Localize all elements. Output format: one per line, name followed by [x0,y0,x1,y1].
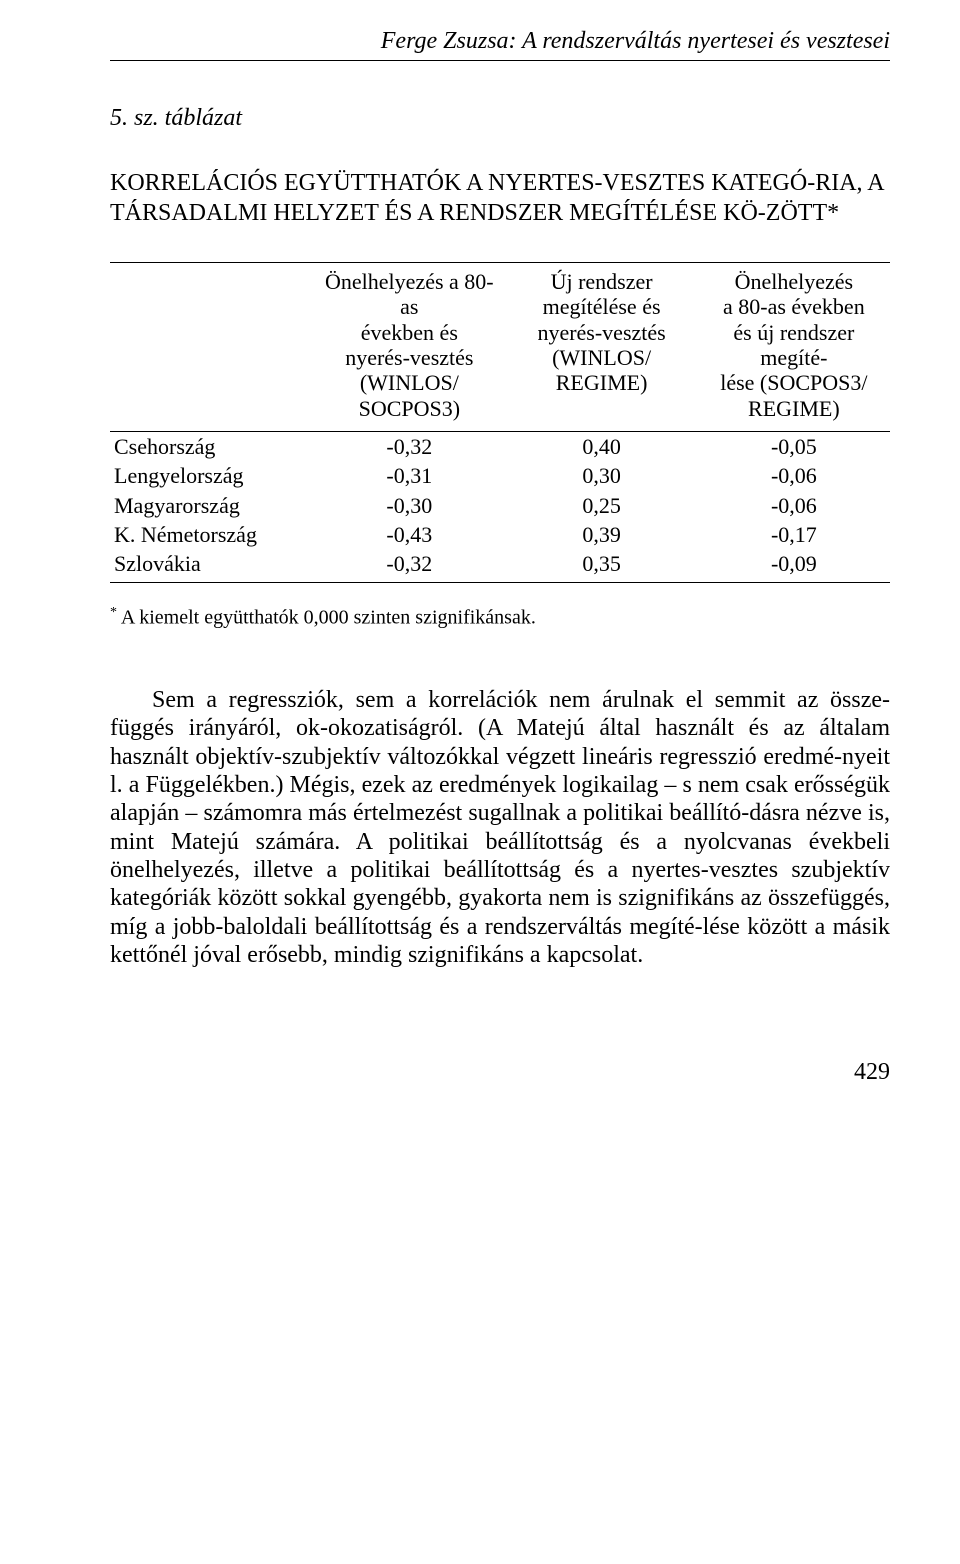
cell: -0,43 [313,520,505,549]
cell: -0,17 [698,520,890,549]
cell: -0,32 [313,549,505,583]
row-label: Szlovákia [110,549,313,583]
cell: -0,32 [313,431,505,461]
correlation-table: Önelhelyezés a 80-as években és nyerés-v… [110,262,890,583]
cell: -0,09 [698,549,890,583]
table-header-row: Önelhelyezés a 80-as években és nyerés-v… [110,263,890,432]
footnote-marker: * [110,605,117,620]
table-body: Csehország -0,32 0,40 -0,05 Lengyelorszá… [110,431,890,582]
table-col-header-2: Új rendszer megítélése és nyerés-vesztés… [505,263,697,432]
cell: 0,35 [505,549,697,583]
table-row: Szlovákia -0,32 0,35 -0,09 [110,549,890,583]
row-label: Lengyelország [110,461,313,490]
page-container: Ferge Zsuzsa: A rendszerváltás nyertesei… [0,0,960,1127]
cell: -0,05 [698,431,890,461]
cell: 0,30 [505,461,697,490]
cell: -0,30 [313,491,505,520]
table-row: Csehország -0,32 0,40 -0,05 [110,431,890,461]
row-label: Magyarország [110,491,313,520]
cell: -0,31 [313,461,505,490]
table-col-header-3: Önelhelyezés a 80-as években és új rends… [698,263,890,432]
table-col-header-1: Önelhelyezés a 80-as években és nyerés-v… [313,263,505,432]
cell: 0,39 [505,520,697,549]
row-label: K. Németország [110,520,313,549]
footnote-text: A kiemelt együtthatók 0,000 szinten szig… [121,607,536,629]
page-number: 429 [110,1059,890,1087]
cell: 0,40 [505,431,697,461]
row-label: Csehország [110,431,313,461]
table-col-header-0 [110,263,313,432]
cell: 0,25 [505,491,697,520]
table-row: K. Németország -0,43 0,39 -0,17 [110,520,890,549]
cell: -0,06 [698,461,890,490]
table-row: Magyarország -0,30 0,25 -0,06 [110,491,890,520]
table-footnote: * A kiemelt együtthatók 0,000 szinten sz… [110,605,890,630]
table-title: KORRELÁCIÓS EGYÜTTHATÓK A NYERTES-VESZTE… [110,168,890,228]
cell: -0,06 [698,491,890,520]
table-row: Lengyelország -0,31 0,30 -0,06 [110,461,890,490]
table-caption: 5. sz. táblázat [110,105,890,133]
body-paragraph: Sem a regressziók, sem a korrelációk nem… [110,686,890,969]
running-head: Ferge Zsuzsa: A rendszerváltás nyertesei… [110,28,890,56]
header-rule [110,60,890,61]
